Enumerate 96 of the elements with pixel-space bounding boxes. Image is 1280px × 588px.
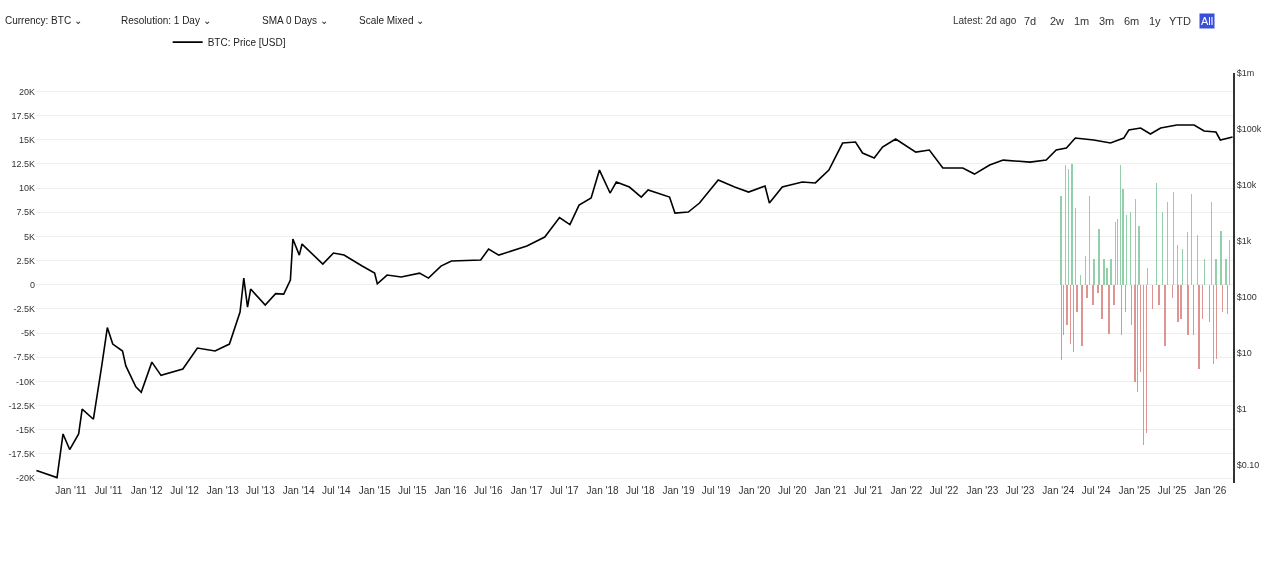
y-tick-label: -7.5K <box>13 352 35 363</box>
bar <box>1086 285 1088 298</box>
x-tick-label: Jul '19 <box>701 485 731 496</box>
x-tick-label: Jul '22 <box>929 485 959 496</box>
text: All <box>1201 15 1214 27</box>
bar <box>1225 259 1227 285</box>
x-tick-label: Jan '23 <box>966 485 999 496</box>
x-tick-label: Jan '25 <box>1118 485 1151 496</box>
y-tick-label: 17.5K <box>11 110 35 121</box>
bar <box>1092 285 1094 305</box>
y-tick-label: 5K <box>23 231 35 242</box>
x-tick-label: Jul '11 <box>94 485 123 496</box>
bar <box>1180 285 1182 319</box>
y-tick-label: -10K <box>15 376 35 387</box>
text: Resolution: 1 Day ⌄ <box>121 15 211 26</box>
x-tick-label: Jan '26 <box>1194 485 1227 496</box>
x-tick-label: Jan '15 <box>358 485 392 496</box>
bar <box>1177 285 1179 322</box>
bar <box>1101 285 1103 319</box>
y2-tick-label: $1 <box>1236 404 1247 415</box>
legend-label: BTC: Price [USD] <box>207 37 286 48</box>
y2-tick-label: $100 <box>1236 292 1257 303</box>
bar <box>1093 259 1095 285</box>
bar <box>1108 285 1110 334</box>
bar <box>1215 259 1217 285</box>
line-series <box>36 124 1233 479</box>
bar <box>1071 164 1073 285</box>
y2-tick-label: $10k <box>1236 180 1257 191</box>
x-tick-label: Jan '13 <box>206 485 240 496</box>
x-tick-label: Jan '11 <box>55 485 87 496</box>
x-tick-label: Jan '22 <box>890 485 923 496</box>
bar <box>1103 259 1105 285</box>
x-tick-label: Jan '21 <box>814 485 847 496</box>
text: 7d <box>1024 15 1037 27</box>
bar <box>1076 285 1078 312</box>
y2-tick-label: $1m <box>1236 68 1255 79</box>
x-tick-label: Jul '15 <box>397 485 427 496</box>
bar <box>1081 285 1083 346</box>
text: Latest: 2d ago <box>953 15 1017 26</box>
y2-tick-label: $10 <box>1236 348 1252 359</box>
x-tick-label: Jul '12 <box>170 485 200 496</box>
y-tick-label: 10K <box>18 183 35 194</box>
y-tick-label: 20K <box>18 86 35 97</box>
text: 2w <box>1050 15 1065 27</box>
x-tick-label: Jul '16 <box>474 485 504 496</box>
text: Currency: BTC ⌄ <box>5 15 82 26</box>
bar <box>1164 285 1166 346</box>
x-tick-label: Jul '17 <box>550 485 580 496</box>
y2-tick-label: $100k <box>1236 124 1262 135</box>
text: SMA 0 Days ⌄ <box>262 15 328 26</box>
x-tick-label: Jul '23 <box>1005 485 1035 496</box>
y2-tick-label: $1k <box>1236 236 1252 247</box>
x-tick-label: Jan '17 <box>510 485 544 496</box>
x-tick-label: Jan '19 <box>662 485 695 496</box>
y-tick-label: -5K <box>20 328 35 339</box>
x-tick-label: Jul '18 <box>625 485 655 496</box>
x-tick-label: Jan '24 <box>1042 485 1075 496</box>
y-tick-label: -15K <box>15 424 35 435</box>
bar <box>1066 285 1068 325</box>
bar <box>1113 285 1115 305</box>
text: 3m <box>1099 15 1115 27</box>
y-tick-label: -20K <box>15 473 35 484</box>
y-tick-label: -12.5K <box>8 400 35 411</box>
y-tick-label: -2.5K <box>13 304 35 315</box>
x-tick-label: Jan '18 <box>586 485 619 496</box>
bar <box>1158 285 1160 305</box>
y-tick-label: 7.5K <box>16 207 35 218</box>
y-tick-label: 12.5K <box>11 159 35 170</box>
y-tick-label: 0 <box>29 279 35 290</box>
y-tick-label: -17.5K <box>8 449 35 460</box>
x-tick-label: Jul '25 <box>1157 485 1187 496</box>
bar <box>1110 259 1112 285</box>
x-tick-label: Jan '16 <box>434 485 467 496</box>
x-tick-label: Jan '20 <box>738 485 771 496</box>
text: 1y <box>1149 15 1162 27</box>
text: YTD <box>1169 15 1192 27</box>
y-tick-label: 15K <box>18 134 35 145</box>
y2-tick-label: $0.10 <box>1236 460 1260 471</box>
bar <box>1097 285 1099 293</box>
x-tick-label: Jul '21 <box>853 485 883 496</box>
x-tick-label: Jul '13 <box>246 485 276 496</box>
x-tick-label: Jul '24 <box>1081 485 1111 496</box>
bar <box>1060 196 1062 285</box>
x-tick-label: Jan '14 <box>282 485 316 496</box>
bar <box>1187 285 1189 335</box>
bar <box>1138 226 1140 285</box>
text: 1m <box>1074 15 1090 27</box>
text: Scale Mixed ⌄ <box>359 15 425 26</box>
x-tick-label: Jan '12 <box>130 485 164 496</box>
text: 6m <box>1124 15 1140 27</box>
y-tick-label: 2.5K <box>16 255 35 266</box>
bar <box>1220 231 1222 285</box>
bar <box>1198 285 1200 369</box>
x-tick-label: Jul '20 <box>777 485 807 496</box>
x-tick-label: Jul '14 <box>322 485 352 496</box>
bar <box>1098 229 1100 285</box>
